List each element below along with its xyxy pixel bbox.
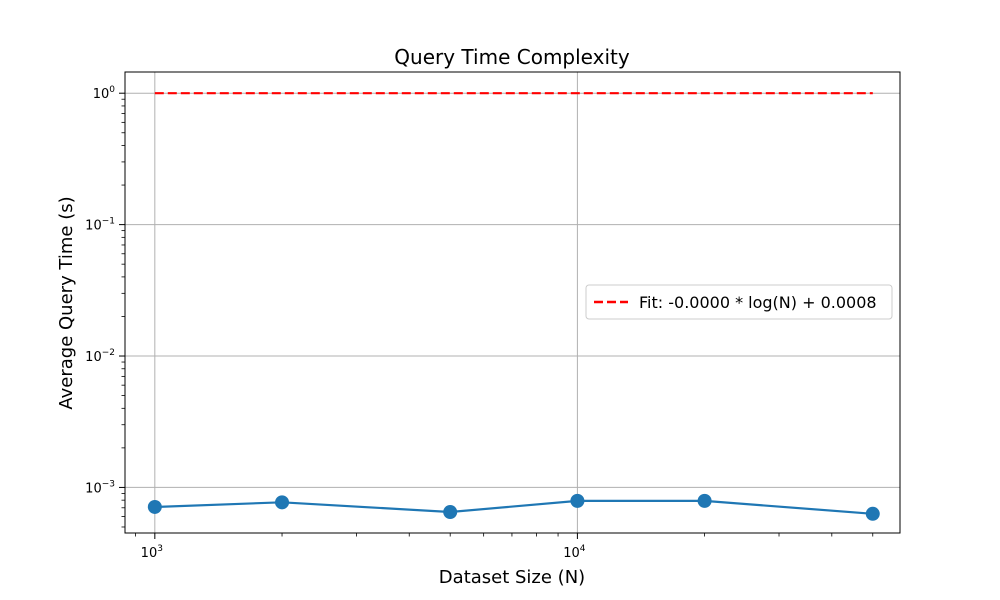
x-axis-label: Dataset Size (N): [439, 567, 585, 588]
data-point-2: [443, 505, 458, 520]
legend: Fit: -0.0000 * log(N) + 0.0008: [585, 284, 893, 320]
data-point-4: [697, 493, 712, 508]
y-axis-label: Average Query Time (s): [56, 196, 77, 409]
plot-area-frame: [124, 71, 901, 534]
y-tick-label-0: 100: [93, 85, 116, 102]
series-layer: [147, 92, 880, 521]
data-point-0: [147, 499, 162, 514]
data-point-5: [865, 506, 880, 521]
data-point-3: [570, 493, 585, 508]
y-tick-label-1: 10−1: [85, 217, 115, 234]
x-tick-label-1: 104: [563, 544, 586, 561]
data-point-1: [275, 495, 290, 510]
legend-fit-label: Fit: -0.0000 * log(N) + 0.0008: [639, 293, 877, 312]
chart-title: Query Time Complexity: [394, 45, 630, 69]
measured-line: [154, 499, 873, 515]
legend-box: [585, 284, 893, 320]
tick-layer: 103 104 100 10−1 10−2 10−3: [85, 85, 874, 561]
x-tick-label-0: 103: [141, 544, 163, 561]
y-tick-label-3: 10−3: [85, 479, 115, 496]
y-tick-label-2: 10−2: [85, 348, 115, 365]
